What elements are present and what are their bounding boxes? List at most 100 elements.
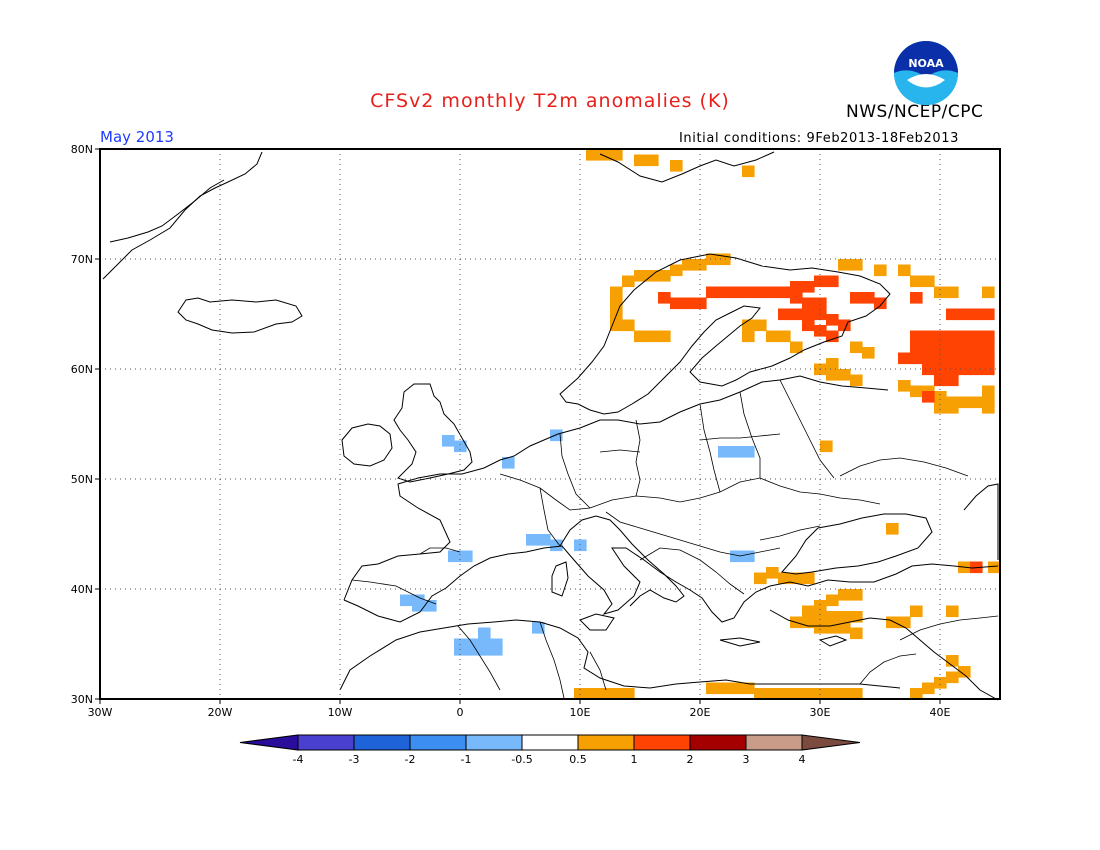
- anomaly-cell: [646, 270, 659, 282]
- anomaly-cell: [646, 330, 659, 343]
- agency-label: NWS/NCEP/CPC: [846, 102, 984, 122]
- anomaly-cell: [790, 572, 803, 585]
- legend-swatch: [801, 734, 861, 751]
- anomaly-cell: [742, 550, 755, 563]
- anomaly-cell: [526, 534, 539, 546]
- anomaly-cell: [706, 682, 719, 695]
- anomaly-cell: [742, 446, 755, 458]
- map-frame: [99, 148, 1001, 700]
- initial-conditions: Initial conditions: 9Feb2013-18Feb2013: [679, 131, 960, 146]
- anomaly-cell: [814, 600, 827, 612]
- anomaly-cell: [814, 611, 827, 623]
- noaa-logo: NOAA: [894, 41, 958, 105]
- anomaly-cell: [742, 330, 755, 343]
- anomaly-cell: [934, 402, 947, 414]
- anomaly-cell: [802, 605, 815, 618]
- anomaly-cell: [958, 363, 971, 376]
- anomaly-cell: [874, 264, 887, 277]
- anomaly-cell: [910, 330, 923, 343]
- longitude-label: 20W: [208, 706, 233, 719]
- anomaly-cell: [874, 297, 887, 310]
- legend-label: 0.5: [569, 753, 587, 766]
- legend-label: -2: [405, 753, 416, 766]
- anomaly-cell: [898, 616, 911, 629]
- anomaly-cell: [910, 688, 923, 700]
- anomaly-cell: [850, 589, 863, 601]
- anomaly-cell: [778, 330, 791, 343]
- anomaly-cell: [742, 682, 755, 695]
- anomaly-cell: [982, 402, 995, 414]
- longitude-label: 20E: [690, 706, 711, 719]
- anomaly-cell: [802, 319, 815, 332]
- anomaly-cell: [610, 319, 623, 332]
- anomaly-cell: [718, 253, 731, 266]
- anomaly-cell: [946, 402, 959, 414]
- anomaly-cell: [922, 341, 935, 354]
- legend-label: 2: [687, 753, 694, 766]
- noaa-logo-text: NOAA: [908, 57, 944, 70]
- anomaly-cell: [718, 682, 731, 695]
- anomaly-cell: [886, 523, 899, 535]
- anomaly-cell: [730, 446, 743, 458]
- legend-swatch: [633, 734, 691, 751]
- anomaly-cell: [448, 550, 461, 563]
- legend-swatch: [297, 734, 355, 751]
- anomaly-cell: [922, 391, 935, 403]
- legend-label: 1: [631, 753, 638, 766]
- anomaly-cell: [862, 347, 875, 359]
- anomaly-cell: [802, 308, 815, 321]
- anomaly-cell: [634, 270, 647, 282]
- anomaly-cell: [598, 688, 611, 700]
- anomaly-cell: [982, 341, 995, 354]
- anomaly-cell: [958, 308, 971, 321]
- anomaly-cell: [706, 286, 719, 299]
- legend-swatch: [689, 734, 747, 751]
- anomaly-cell: [778, 286, 791, 299]
- anomaly-cell: [490, 644, 503, 656]
- anomaly-cell: [886, 616, 899, 629]
- anomaly-cell: [730, 286, 743, 299]
- anomaly-cell: [922, 352, 935, 365]
- anomaly-cell: [790, 688, 803, 700]
- anomaly-cell: [946, 330, 959, 343]
- anomaly-cell: [934, 330, 947, 343]
- anomaly-cell: [910, 341, 923, 354]
- anomaly-cell: [910, 275, 923, 288]
- anomaly-cell: [898, 352, 911, 365]
- anomaly-cell: [922, 363, 935, 376]
- anomaly-cell: [850, 627, 863, 640]
- longitude-label: 40E: [930, 706, 951, 719]
- anomaly-cell: [730, 550, 743, 563]
- legend-label: -1: [461, 753, 472, 766]
- anomaly-cell: [550, 539, 563, 552]
- anomaly-cell: [814, 622, 827, 634]
- anomaly-cell: [790, 341, 803, 354]
- anomaly-cell: [682, 297, 695, 310]
- anomaly-cell: [826, 369, 839, 381]
- latitude-label: 80N: [71, 143, 93, 156]
- anomaly-cell: [934, 677, 947, 689]
- anomaly-cell: [730, 682, 743, 695]
- latitude-label: 30N: [71, 693, 93, 706]
- anomaly-cell: [532, 622, 545, 634]
- anomaly-cell: [946, 655, 959, 667]
- anomaly-cell: [634, 330, 647, 343]
- anomaly-cell: [898, 380, 911, 392]
- anomaly-cell: [850, 341, 863, 354]
- anomaly-cell: [970, 352, 983, 365]
- longitude-label: 30E: [810, 706, 831, 719]
- anomaly-cell: [622, 688, 635, 700]
- anomaly-cell: [970, 396, 983, 409]
- legend-label: -3: [349, 753, 360, 766]
- anomaly-cell: [898, 264, 911, 277]
- anomaly-cell: [970, 363, 983, 376]
- legend-swatch: [409, 734, 467, 751]
- anomaly-cell: [754, 572, 767, 585]
- anomaly-cell: [958, 396, 971, 409]
- anomaly-cell: [988, 561, 1001, 574]
- anomaly-cell: [670, 297, 683, 310]
- anomaly-cell: [610, 688, 623, 700]
- anomaly-cell: [424, 600, 437, 612]
- anomaly-cell: [802, 572, 815, 585]
